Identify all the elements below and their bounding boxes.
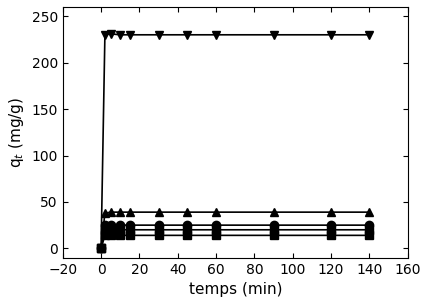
Y-axis label: q$_t$ (mg/g): q$_t$ (mg/g) <box>7 97 26 168</box>
X-axis label: temps (min): temps (min) <box>188 282 282 297</box>
